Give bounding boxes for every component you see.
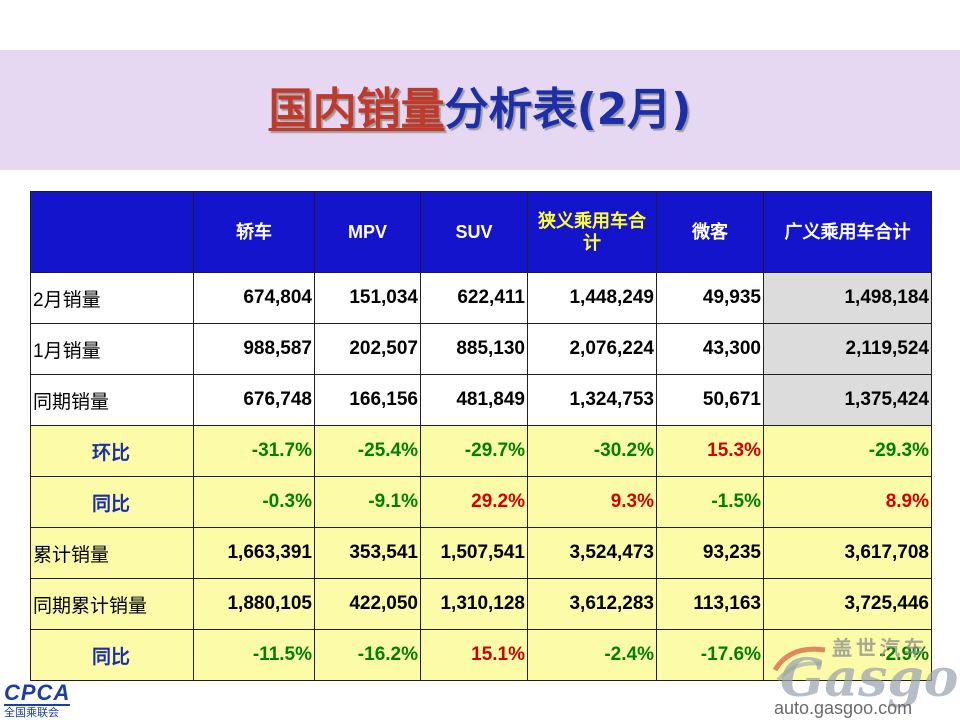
row-label: 同比 — [30, 476, 194, 528]
gasgoo-url: auto.gasgoo.com — [774, 698, 913, 718]
table-row: 同比 -0.3% -9.1% 29.2% 9.3% -1.5% 8.9% — [30, 476, 932, 528]
table-cell: -11.5% — [193, 629, 315, 681]
cpca-logo-mark: CPCA — [4, 680, 71, 706]
table-cell: -29.7% — [420, 425, 528, 477]
row-label: 1月销量 — [30, 323, 194, 375]
gasgoo-watermark: 盖世汽车 Gasgoo auto.gasgoo.com — [770, 630, 960, 720]
row-label: 环比 — [30, 425, 194, 477]
header-cell: 微客 — [656, 191, 764, 273]
table-cell: 2,076,224 — [527, 323, 657, 375]
table-cell: 674,804 — [193, 272, 315, 324]
table-cell: 1,310,128 — [420, 578, 528, 630]
page-title: 国内销量分析表(2月) — [0, 82, 960, 138]
table-cell: 113,163 — [656, 578, 764, 630]
table-row: 2月销量 674,804 151,034 622,411 1,448,249 4… — [30, 272, 932, 324]
header-cell-blank — [30, 191, 194, 273]
table-cell: 8.9% — [763, 476, 932, 528]
table-cell: 29.2% — [420, 476, 528, 528]
gasgoo-cn-text: 盖世汽车 — [832, 636, 928, 660]
row-label: 同期销量 — [30, 374, 194, 426]
table-cell: 43,300 — [656, 323, 764, 375]
table-row: 同比 -11.5% -16.2% 15.1% -2.4% -17.6% -2.9… — [30, 629, 932, 681]
table-cell: -30.2% — [527, 425, 657, 477]
table-cell: -29.3% — [763, 425, 932, 477]
header-cell: 狭义乘用车合计 — [527, 191, 657, 273]
table-cell: -31.7% — [193, 425, 315, 477]
cpca-logo-subtitle: 全国乘联会 — [4, 706, 59, 719]
table-row: 同期销量 676,748 166,156 481,849 1,324,753 5… — [30, 374, 932, 426]
table-cell: 422,050 — [314, 578, 421, 630]
table-cell: -9.1% — [314, 476, 421, 528]
table-cell: 676,748 — [193, 374, 315, 426]
table-cell: 1,663,391 — [193, 527, 315, 579]
table-cell: 1,324,753 — [527, 374, 657, 426]
sales-table: 轿车 MPV SUV 狭义乘用车合计 微客 广义乘用车合计 2月销量 674,8… — [30, 191, 932, 681]
table-cell: -2.4% — [527, 629, 657, 681]
row-label: 累计销量 — [30, 527, 194, 579]
table-cell: 15.3% — [656, 425, 764, 477]
table-cell: 481,849 — [420, 374, 528, 426]
table-cell: 353,541 — [314, 527, 421, 579]
row-label: 同期累计销量 — [30, 578, 194, 630]
table-row: 累计销量 1,663,391 353,541 1,507,541 3,524,4… — [30, 527, 932, 579]
table-cell: 1,498,184 — [763, 272, 932, 324]
table-cell: 3,725,446 — [763, 578, 932, 630]
table-row: 同期累计销量 1,880,105 422,050 1,310,128 3,612… — [30, 578, 932, 630]
table-cell: 166,156 — [314, 374, 421, 426]
table-cell: -17.6% — [656, 629, 764, 681]
title-blue-part: 分析表(2月) — [444, 84, 692, 135]
table-cell: 3,524,473 — [527, 527, 657, 579]
header-cell: MPV — [314, 191, 421, 273]
table-cell: -16.2% — [314, 629, 421, 681]
gasgoo-wordmark: Gasgoo — [780, 648, 960, 709]
row-label: 2月销量 — [30, 272, 194, 324]
table-cell: 1,375,424 — [763, 374, 932, 426]
table-cell: -0.3% — [193, 476, 315, 528]
table-row: 环比 -31.7% -25.4% -29.7% -30.2% 15.3% -29… — [30, 425, 932, 477]
title-band — [0, 50, 960, 170]
table-cell: -25.4% — [314, 425, 421, 477]
table-cell: 49,935 — [656, 272, 764, 324]
table-cell: 1,880,105 — [193, 578, 315, 630]
title-red-part: 国内销量 — [268, 84, 445, 135]
table-cell: -1.5% — [656, 476, 764, 528]
table-cell: 2,119,524 — [763, 323, 932, 375]
table-cell: 93,235 — [656, 527, 764, 579]
header-cell: 轿车 — [193, 191, 315, 273]
table-cell: 3,617,708 — [763, 527, 932, 579]
table-cell: 151,034 — [314, 272, 421, 324]
table-cell: 988,587 — [193, 323, 315, 375]
header-cell: 广义乘用车合计 — [763, 191, 932, 273]
cpca-logo: CPCA 全国乘联会 — [4, 682, 88, 720]
table-cell: 1,507,541 — [420, 527, 528, 579]
table-cell: 622,411 — [420, 272, 528, 324]
table-cell: 9.3% — [527, 476, 657, 528]
header-cell: SUV — [420, 191, 528, 273]
table-cell: 1,448,249 — [527, 272, 657, 324]
table-row: 1月销量 988,587 202,507 885,130 2,076,224 4… — [30, 323, 932, 375]
gasgoo-swirl-icon — [772, 646, 826, 682]
table-cell: 50,671 — [656, 374, 764, 426]
table-cell: 885,130 — [420, 323, 528, 375]
table-cell: 3,612,283 — [527, 578, 657, 630]
table-cell: 15.1% — [420, 629, 528, 681]
row-label: 同比 — [30, 629, 194, 681]
table-cell: 202,507 — [314, 323, 421, 375]
table-header-row: 轿车 MPV SUV 狭义乘用车合计 微客 广义乘用车合计 — [30, 191, 932, 273]
